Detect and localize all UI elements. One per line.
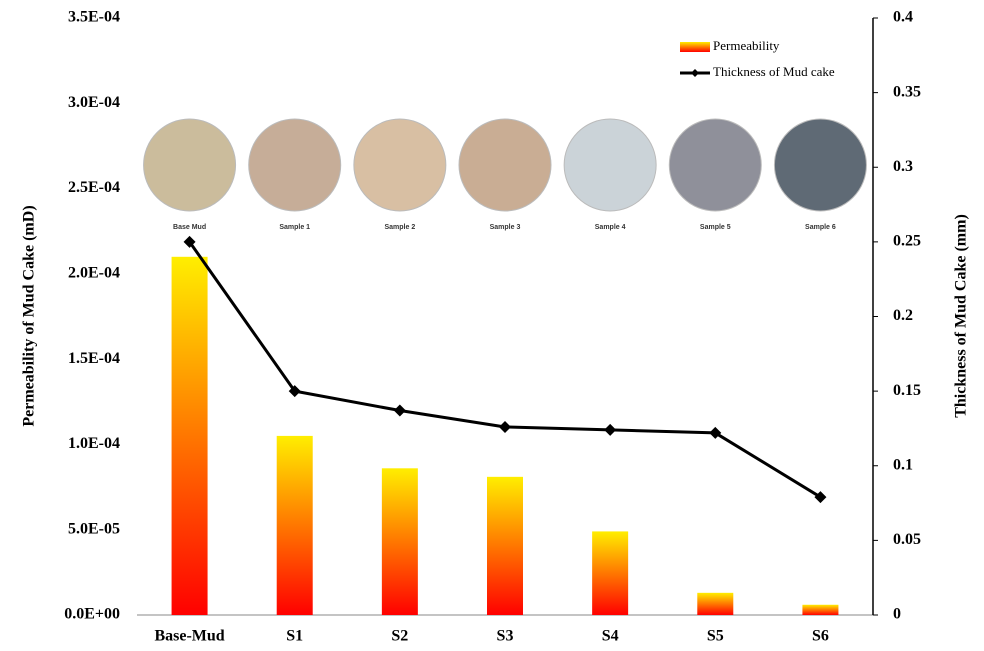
bar xyxy=(382,468,418,615)
y2-axis-title: Thickness of Mud Cake (mm) xyxy=(953,214,970,418)
x-tick-label: S5 xyxy=(707,628,724,645)
legend-swatch xyxy=(680,42,710,52)
y-tick-label: 3.5E-04 xyxy=(68,9,120,26)
legend-marker xyxy=(691,69,699,77)
sample-image xyxy=(249,119,341,211)
bar xyxy=(172,257,208,615)
sample-image xyxy=(144,119,236,211)
bar xyxy=(277,436,313,615)
y2-tick-label: 0.05 xyxy=(893,531,921,548)
sample-image xyxy=(564,119,656,211)
y-tick-label: 5.0E-05 xyxy=(68,520,120,537)
sample-image xyxy=(774,119,866,211)
y-tick-label: 3.0E-04 xyxy=(68,94,120,111)
y2-tick-label: 0.4 xyxy=(893,9,913,26)
x-tick-label: S1 xyxy=(286,628,303,645)
sample-caption: Sample 5 xyxy=(700,224,731,231)
y2-tick-label: 0.35 xyxy=(893,83,921,100)
y2-tick-label: 0.1 xyxy=(893,456,913,473)
marker xyxy=(394,405,406,417)
marker xyxy=(499,421,511,433)
sample-caption: Sample 6 xyxy=(805,224,836,231)
sample-image xyxy=(354,119,446,211)
y2-tick-label: 0.2 xyxy=(893,307,913,324)
bar xyxy=(592,531,628,615)
bar xyxy=(697,593,733,615)
y-tick-label: 2.5E-04 xyxy=(68,179,120,196)
bar xyxy=(802,605,838,615)
y-tick-label: 1.5E-04 xyxy=(68,350,120,367)
chart: Permeability of Mud Cake (mD) Thickness … xyxy=(0,0,984,651)
x-tick-label: Base-Mud xyxy=(154,628,224,645)
y-tick-label: 1.0E-04 xyxy=(68,435,120,452)
sample-caption: Sample 3 xyxy=(490,224,521,231)
y-tick-label: 0.0E+00 xyxy=(64,606,120,623)
marker xyxy=(604,424,616,436)
sample-image xyxy=(459,119,551,211)
legend-label: Thickness of Mud cake xyxy=(713,64,835,79)
x-tick-label: S2 xyxy=(391,628,408,645)
sample-caption: Sample 2 xyxy=(384,224,415,231)
bar xyxy=(487,477,523,615)
sample-caption: Base Mud xyxy=(173,224,206,231)
x-tick-label: S3 xyxy=(497,628,514,645)
sample-caption: Sample 1 xyxy=(279,224,310,231)
sample-image xyxy=(669,119,761,211)
sample-caption: Sample 4 xyxy=(595,224,626,231)
y2-tick-label: 0.3 xyxy=(893,158,913,175)
legend-label: Permeability xyxy=(713,38,780,53)
y-axis-title: Permeability of Mud Cake (mD) xyxy=(21,205,38,426)
x-tick-label: S6 xyxy=(812,628,829,645)
y2-tick-label: 0.15 xyxy=(893,382,921,399)
y-tick-label: 2.0E-04 xyxy=(68,265,120,282)
y2-tick-label: 0 xyxy=(893,606,901,623)
y2-tick-label: 0.25 xyxy=(893,233,921,250)
x-tick-label: S4 xyxy=(602,628,619,645)
